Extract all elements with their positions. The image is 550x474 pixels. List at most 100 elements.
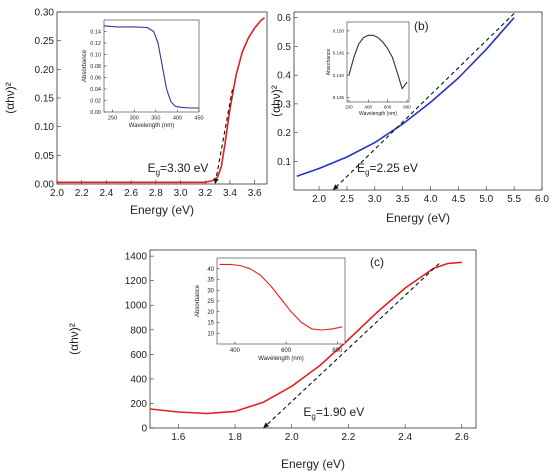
panel-c-inset: 400 600 800 10 15 20 25 30 35 40 Wavelength (nm) Ab… xyxy=(195,257,346,362)
panel-a-bandgap-annotation: Eg=3.30 eV xyxy=(148,161,209,177)
panel-b-ytick-label: 0.4 xyxy=(277,71,291,82)
panel-c-xtick-label: 2.2 xyxy=(341,432,355,443)
panel-b-xtick-label: 3.0 xyxy=(368,194,382,205)
panel-a-fit-arrow-head xyxy=(213,178,219,184)
panel-a-xtick-label: 2.0 xyxy=(50,188,64,199)
panel-a-xtick-label: 2.2 xyxy=(75,188,89,199)
panel-c: 1.6 1.8 2.0 2.2 2.4 2.6 0 200 400 600 800 1000 1200 1… xyxy=(67,249,477,471)
panel-a-inset-ytick-label: 0.10 xyxy=(90,52,101,58)
panel-c-xtick-label: 2.0 xyxy=(285,432,299,443)
bandgap-symbol: E xyxy=(148,161,156,175)
panel-c-frame xyxy=(149,249,477,429)
panel-b-xtick-label: 4.0 xyxy=(424,194,438,205)
panel-a-xtick-label: 3.4 xyxy=(223,188,237,199)
panel-c-inset-ytick-label: 20 xyxy=(207,310,214,316)
panel-b-inset: 200 400 600 800 0.135 0.140 0.145 0.150 Waveleng… xyxy=(326,21,411,117)
panel-a-series-line xyxy=(57,17,265,184)
panel-b-ytick-label: 0.3 xyxy=(277,99,291,110)
panel-a-xtick-label: 3.0 xyxy=(174,188,188,199)
panel-b-series-group xyxy=(296,13,515,190)
panel-c-bandgap-annotation: Eg=1.90 eV xyxy=(303,405,364,421)
panel-a-xtick-label: 3.2 xyxy=(198,188,212,199)
panel-c-inset-xlabel: Wavelength (nm) xyxy=(258,356,303,362)
panel-a-ytick-label: 0.25 xyxy=(35,36,55,47)
panel-a-inset-ytick-label: 0.14 xyxy=(90,29,101,35)
panel-a-inset-ylabel: Absorbance xyxy=(82,49,88,82)
bandgap-subscript: g xyxy=(311,412,315,421)
panel-c-inset-ytick-label: 30 xyxy=(207,288,214,294)
panel-c-inset-ytick-label: 25 xyxy=(207,299,214,305)
bandgap-value: =2.25 eV xyxy=(369,161,417,175)
panel-b-frame xyxy=(293,11,543,191)
panel-c-xtick-label: 2.4 xyxy=(398,432,412,443)
panel-a-inset-series-line xyxy=(103,25,199,109)
panel-c-ytick-label: 600 xyxy=(130,350,147,361)
panel-b-xtick-label: 4.5 xyxy=(451,194,465,205)
panel-a-ytick-label: 0.30 xyxy=(35,8,55,19)
panel-b-inset-series-line xyxy=(348,34,408,90)
panel-b-ytick-label: 0.1 xyxy=(277,157,291,168)
panel-b-inset-xlabel: Wavelength (nm) xyxy=(359,111,397,117)
panel-a-fit-line xyxy=(214,89,233,184)
panel-c-xtick-label: 1.6 xyxy=(171,432,185,443)
panel-b-inset-ytick-label: 0.145 xyxy=(333,51,345,56)
panel-b-inset-xtick-label: 600 xyxy=(384,105,392,110)
panel-b-inset-ylabel: Absorbance xyxy=(326,48,332,75)
panel-b-ytick-label: 0.5 xyxy=(277,42,291,53)
panel-b-xtick-label: 5.0 xyxy=(479,194,493,205)
panel-a-ytick-label: 0.00 xyxy=(35,180,55,191)
panel-b-inset-xtick-label: 200 xyxy=(345,105,353,110)
panel-c-inset-ytick-label: 35 xyxy=(207,278,214,284)
panel-c-label: (c) xyxy=(370,255,384,269)
bandgap-value: =1.90 eV xyxy=(316,405,364,419)
panel-c-xtick-label: 1.8 xyxy=(228,432,242,443)
panel-c-ytick-label: 1200 xyxy=(125,276,148,287)
panel-a-inset-ytick-label: 0.12 xyxy=(90,41,101,47)
panel-b-inset-xtick-label: 400 xyxy=(365,105,373,110)
panel-b-ylabel: (αhν)² xyxy=(269,85,283,117)
bandgap-symbol: E xyxy=(357,161,365,175)
panel-a: 2.0 2.2 2.4 2.6 2.8 3.0 3.2 3.4 3.6 0.00 0.05 0.10 0… xyxy=(3,8,268,217)
panel-c-inset-ytick-label: 10 xyxy=(207,331,214,337)
panel-c-inset-series-line xyxy=(219,263,343,331)
panel-b-inset-frame xyxy=(346,21,410,103)
panel-b: 2.0 2.5 3.0 3.5 4.0 4.5 5.0 5.5 6.0 0.1 0.2 0.3 0.4 0… xyxy=(269,11,549,225)
panel-a-ytick-label: 0.15 xyxy=(35,94,55,105)
panel-c-fit-line xyxy=(263,263,440,428)
panel-a-inset-ytick-label: 0.06 xyxy=(90,75,101,81)
panel-b-xtick-label: 6.0 xyxy=(535,194,549,205)
bandgap-subscript: g xyxy=(156,168,160,177)
panel-c-inset-xtick-label: 400 xyxy=(230,348,241,354)
panel-b-xtick-label: 3.5 xyxy=(396,194,410,205)
panel-a-xtick-label: 2.4 xyxy=(99,188,113,199)
panel-b-xlabel: Energy (eV) xyxy=(386,211,450,225)
panel-c-inset-xtick-label: 800 xyxy=(332,348,343,354)
panel-a-inset-ytick-label: 0.02 xyxy=(90,98,101,104)
panel-a-inset-xtick-label: 450 xyxy=(194,116,203,122)
panel-b-bandgap-annotation: Eg=2.25 eV xyxy=(357,161,418,177)
panel-c-xtick-label: 2.6 xyxy=(455,432,469,443)
panel-a-ytick-label: 0.05 xyxy=(35,151,55,162)
panel-a-inset-frame xyxy=(103,19,200,113)
bandgap-symbol: E xyxy=(303,405,311,419)
panel-a-inset-ytick-label: 0.08 xyxy=(90,64,101,70)
panel-c-ylabel: (αhν)² xyxy=(67,323,81,355)
panel-a-xtick-label: 3.6 xyxy=(248,188,262,199)
panel-b-xtick-label: 2.5 xyxy=(340,194,354,205)
panel-c-inset-frame xyxy=(216,257,346,345)
panel-b-label: (b) xyxy=(414,19,429,33)
bandgap-value: =3.30 eV xyxy=(160,161,208,175)
bandgap-subscript: g xyxy=(365,168,369,177)
panel-b-inset-xtick-label: 800 xyxy=(403,105,411,110)
panel-c-ytick-label: 0 xyxy=(141,424,147,435)
panel-a-series-group xyxy=(57,17,265,184)
panel-c-inset-xtick-label: 600 xyxy=(281,348,292,354)
panel-a-ytick-label: 0.10 xyxy=(35,122,55,133)
panel-b-fit-arrow-head xyxy=(333,184,339,190)
panel-a-inset: 250 300 350 400 450 0.00 0.02 0.04 0.06 0.08 0.10 0… xyxy=(82,19,204,129)
panel-a-ytick-label: 0.20 xyxy=(35,65,55,76)
panel-c-ytick-label: 1000 xyxy=(125,301,148,312)
panel-b-inset-ytick-label: 0.140 xyxy=(333,73,345,78)
panel-b-series-line xyxy=(296,17,515,177)
